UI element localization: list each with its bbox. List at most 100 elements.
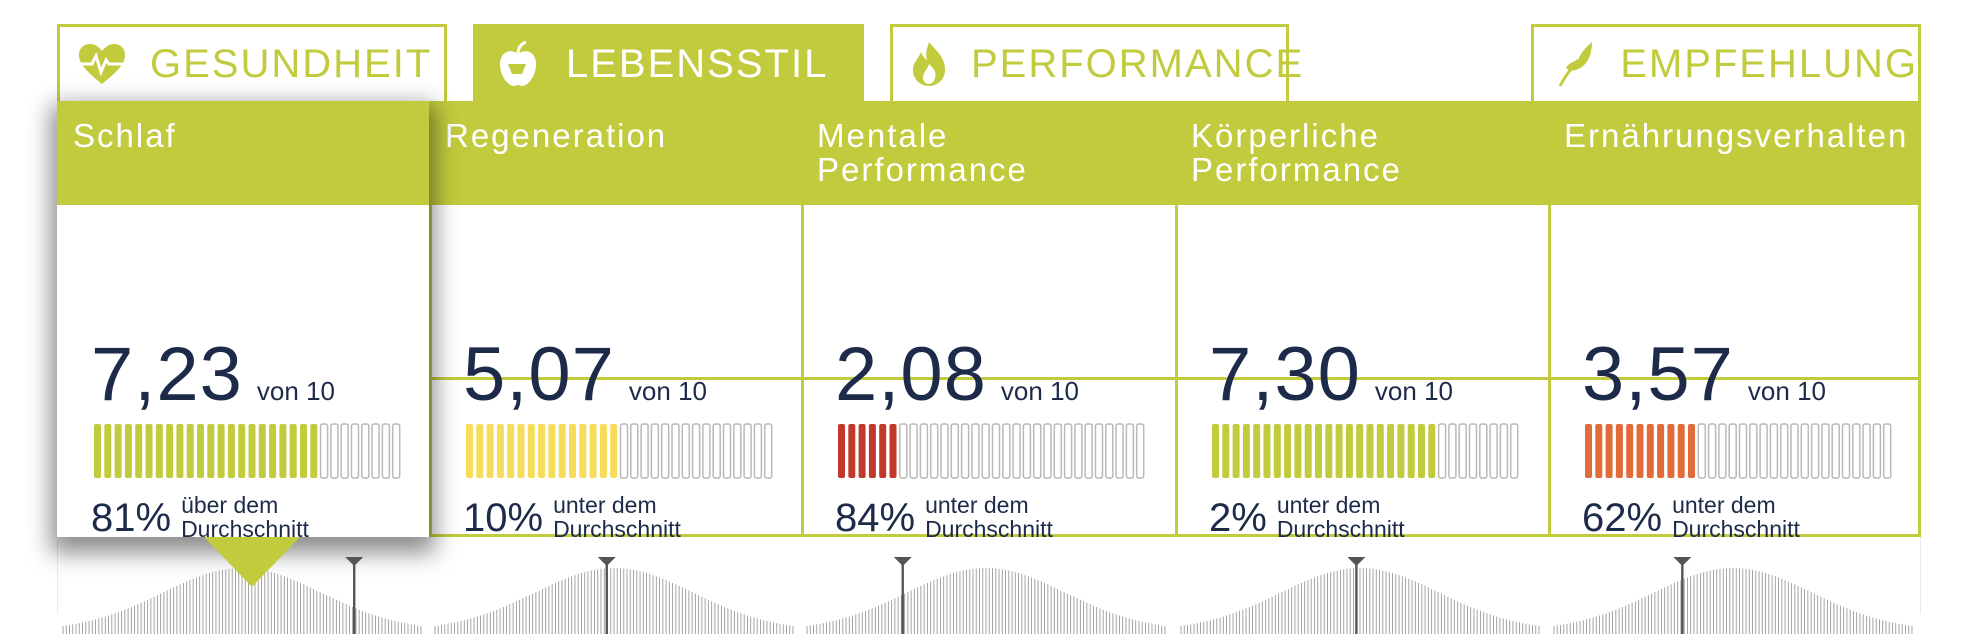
score-segment-filled — [1242, 424, 1250, 478]
percentile-marker-head — [893, 557, 912, 566]
score-segment-empty — [1831, 423, 1840, 479]
score-segment-filled — [186, 424, 194, 478]
score-segment-filled — [1345, 424, 1353, 478]
score-segment-filled — [279, 424, 287, 478]
score-segment-empty — [919, 423, 929, 479]
score-segment-empty — [722, 423, 732, 479]
score-segment-filled — [538, 424, 546, 478]
percentile-text: unter dem Durchschnitt — [1672, 493, 1800, 541]
heart-pulse-icon — [76, 38, 128, 90]
score-segment-empty — [361, 423, 370, 479]
score-segment-filled — [1284, 424, 1292, 478]
score-segment-filled — [1273, 424, 1281, 478]
score-segment-filled — [1335, 424, 1343, 478]
score-segment-empty — [1115, 423, 1124, 479]
tab-lebensstil[interactable]: LEBENSSTIL — [473, 24, 864, 101]
score-segment-filled — [1222, 424, 1230, 478]
score-segment-empty — [1135, 423, 1145, 479]
score-segment-empty — [340, 423, 349, 479]
score-unit: von 10 — [1747, 376, 1826, 406]
score-segment-filled — [1667, 424, 1675, 478]
score-value: 3,57 — [1582, 332, 1734, 417]
score-segment-empty — [1697, 423, 1707, 479]
score-bars — [838, 423, 1145, 479]
score-segment-filled — [569, 424, 576, 478]
tab-label: EMPFEHLUNG — [1620, 41, 1918, 86]
score-segment-filled — [269, 424, 277, 478]
score-segment-empty — [1094, 423, 1104, 479]
score-segment-filled — [1263, 424, 1271, 478]
tab-performance[interactable]: PERFORMANCE — [890, 24, 1302, 101]
distribution-curve — [1553, 557, 1913, 634]
score-segment-empty — [350, 423, 360, 479]
score-segment-empty — [630, 423, 639, 479]
score-segment-empty — [1002, 423, 1011, 479]
score-segment-empty — [1718, 423, 1727, 479]
score-segment-filled — [1294, 424, 1302, 478]
score-segment-filled — [1366, 424, 1374, 478]
score-segment-filled — [145, 424, 153, 478]
metric-title: Regeneration — [445, 117, 668, 154]
score-segment-filled — [558, 424, 566, 478]
score-segment-empty — [681, 423, 691, 479]
score-segment-filled — [300, 424, 307, 478]
metric-card-schlaf[interactable]: Schlaf 7,23 von 10 81% über dem Durchsch… — [57, 101, 429, 634]
percentile-marker-head — [345, 557, 364, 566]
score-segment-filled — [124, 424, 132, 478]
score-segment-empty — [950, 423, 960, 479]
percentile-marker-head — [597, 557, 616, 566]
score-segment-empty — [743, 423, 752, 479]
score-segment-filled — [868, 424, 876, 478]
score-segment-empty — [1105, 423, 1114, 479]
metric-card-ernaehrungsverhalten[interactable]: Ernährungsverhalten 3,57 von 10 62% unte… — [1548, 101, 1921, 634]
metric-card-koerperliche-performance[interactable]: Körperliche Performance 7,30 von 10 2% u… — [1175, 101, 1548, 634]
score-segment-filled — [599, 424, 607, 478]
percentile-value: 81% — [91, 496, 172, 540]
score-segment-filled — [1646, 424, 1654, 478]
score-segment-filled — [517, 424, 525, 478]
score-segment-filled — [238, 424, 246, 478]
tab-empfehlung[interactable]: EMPFEHLUNG — [1531, 24, 1921, 101]
distribution-curve — [806, 557, 1166, 634]
score-segment-empty — [1012, 423, 1021, 479]
score-segment-filled — [1315, 424, 1322, 478]
metric-title: Schlaf — [73, 117, 177, 154]
percentile-text: über dem Durchschnitt — [181, 493, 309, 541]
score-segment-filled — [1356, 424, 1364, 478]
metric-card-regeneration[interactable]: Regeneration 5,07 von 10 10% unter dem D… — [429, 101, 801, 634]
score-segment-filled — [1212, 424, 1219, 478]
score-segment-empty — [1479, 423, 1488, 479]
tab-gesundheit[interactable]: GESUNDHEIT — [57, 24, 447, 101]
score-segment-empty — [1043, 423, 1052, 479]
score-segment-empty — [1022, 423, 1032, 479]
comparison-line2: Durchschnitt — [925, 516, 1053, 542]
score-segment-empty — [619, 423, 629, 479]
score-segment-empty — [899, 423, 908, 479]
score-segment-filled — [104, 424, 112, 478]
score-unit: von 10 — [1000, 376, 1079, 406]
score-value: 7,23 — [91, 332, 243, 417]
comparison-line1: unter dem — [925, 492, 1029, 518]
score-segment-empty — [1882, 423, 1892, 479]
score-segment-empty — [1437, 423, 1447, 479]
card-divider — [801, 205, 804, 537]
score-segment-empty — [1074, 423, 1083, 479]
percentile-value: 2% — [1209, 496, 1267, 540]
score-segment-filled — [207, 424, 215, 478]
metric-header-band — [57, 101, 1921, 205]
leaf-icon — [1550, 38, 1598, 90]
metric-card-mentale-performance[interactable]: Mentale Performance 2,08 von 10 84% unte… — [801, 101, 1175, 634]
score-segment-empty — [1448, 423, 1457, 479]
score-segment-empty — [1489, 423, 1498, 479]
metric-title: Mentale Performance — [817, 117, 1028, 188]
score-segment-empty — [1458, 423, 1467, 479]
score-bars — [1585, 423, 1892, 479]
distribution-curve — [434, 557, 794, 634]
score-segment-empty — [1759, 423, 1768, 479]
score-segment-filled — [1428, 424, 1436, 478]
metric-score: 2,08 von 10 — [835, 331, 1079, 418]
score-segment-filled — [466, 424, 473, 478]
score-segment-empty — [940, 423, 949, 479]
score-segment-filled — [176, 424, 184, 478]
score-segment-filled — [227, 424, 235, 478]
